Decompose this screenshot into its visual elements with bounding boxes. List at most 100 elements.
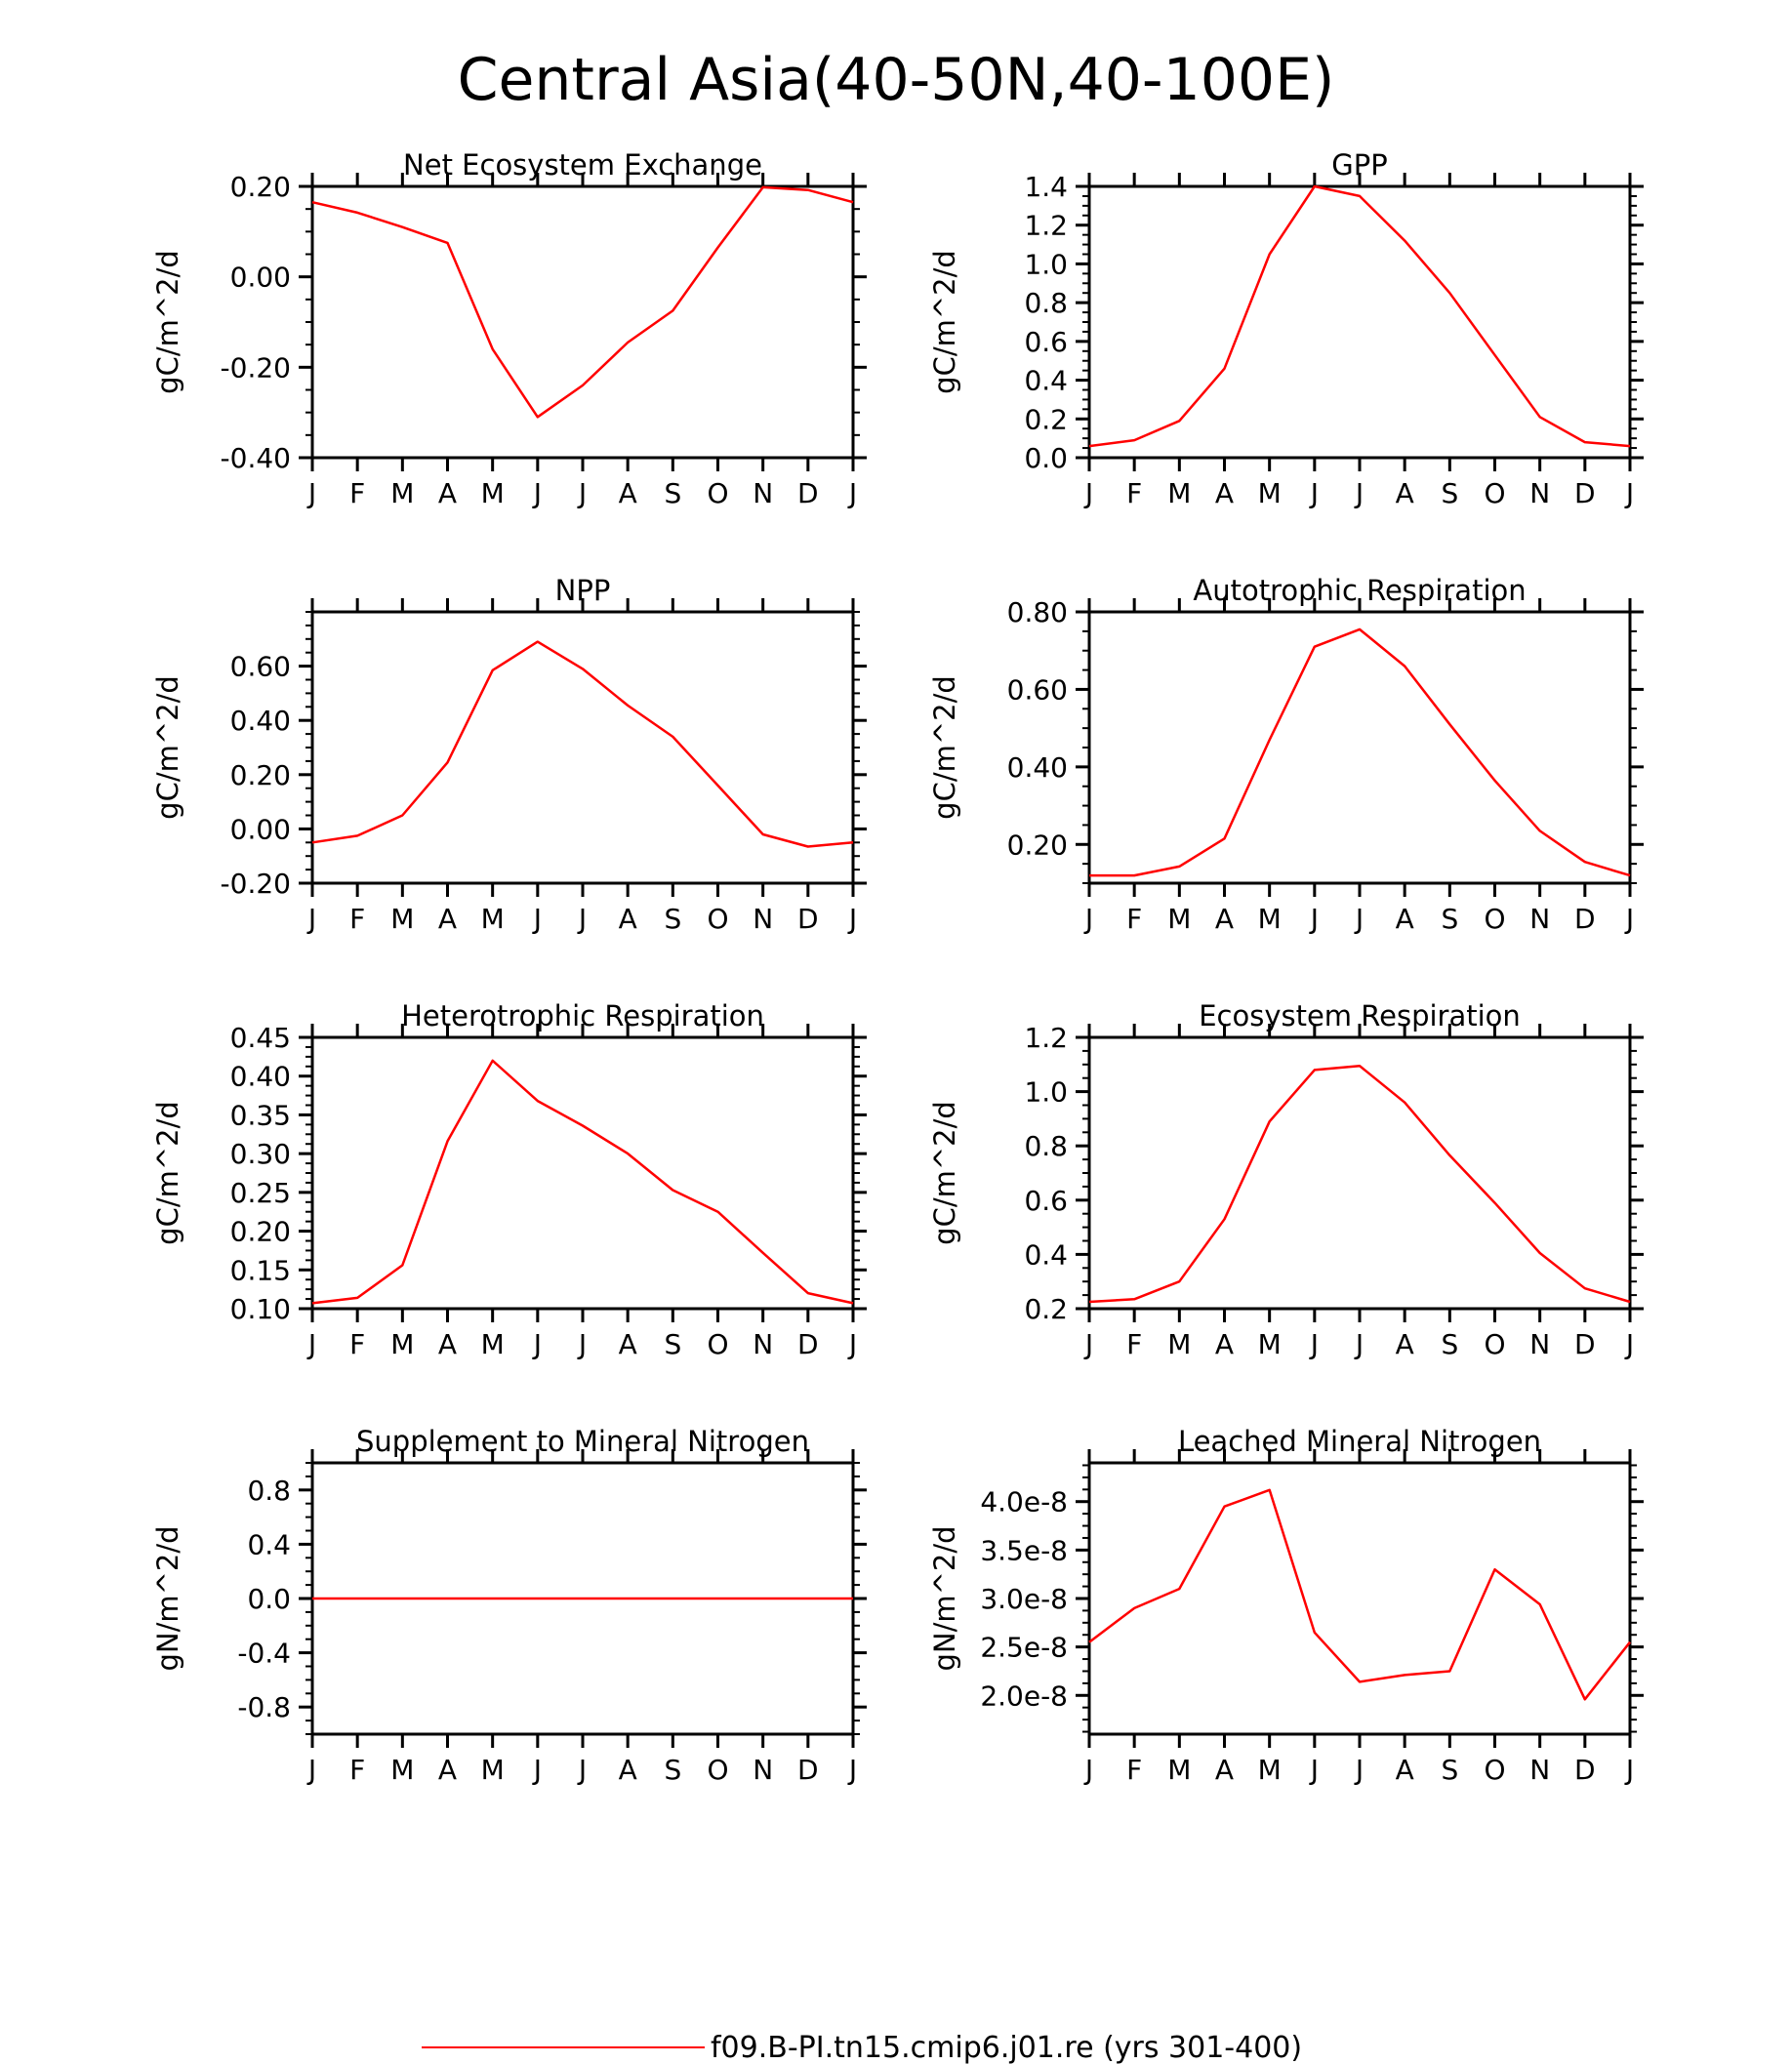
x-tick-label: F (1126, 903, 1142, 935)
x-tick-label: J (847, 1754, 857, 1786)
x-tick-label: D (1574, 1328, 1596, 1360)
y-tick-label: 0.25 (230, 1177, 291, 1209)
y-tick-label: 0.10 (230, 1293, 291, 1325)
plot-frame (1087, 610, 1632, 885)
x-tick-label: M (390, 903, 414, 935)
y-tick-label: 0.00 (230, 262, 291, 294)
y-tick-label: 0.80 (1007, 596, 1068, 628)
x-tick-label: J (306, 903, 316, 935)
x-tick-label: J (532, 477, 542, 509)
plot-frame (310, 1035, 855, 1311)
y-tick-label: 0.8 (247, 1475, 291, 1507)
x-tick-label: S (664, 903, 681, 935)
series-line (311, 185, 854, 419)
x-tick-label: A (1215, 1754, 1234, 1786)
x-tick-label: A (1215, 1328, 1234, 1360)
x-tick-label: A (1215, 903, 1234, 935)
legend-label: f09.B-PI.tn15.cmip6.j01.re (yrs 301-400) (711, 2031, 1302, 2064)
y-tick-label: 0.8 (1024, 287, 1068, 319)
plot-frame (1087, 1461, 1632, 1736)
x-tick-label: J (532, 1328, 542, 1360)
x-tick-label: A (438, 477, 457, 509)
x-tick-label: A (1396, 1328, 1414, 1360)
y-tick-label: 0.2 (1024, 1293, 1068, 1325)
x-tick-label: M (1258, 1754, 1282, 1786)
y-tick-label: 3.0e-8 (980, 1583, 1068, 1615)
x-tick-label: M (481, 1328, 505, 1360)
series-line (311, 1059, 854, 1305)
x-tick-label: N (753, 1328, 773, 1360)
x-tick-label: F (1126, 477, 1142, 509)
y-tick-label: 0.45 (230, 1022, 291, 1054)
x-tick-label: S (1441, 477, 1458, 509)
figure-title: Central Asia(40-50N,40-100E) (458, 46, 1335, 114)
legend: f09.B-PI.tn15.cmip6.j01.re (yrs 301-400) (422, 2031, 1302, 2064)
x-tick-label: N (1529, 477, 1550, 509)
plot-frame (310, 184, 855, 460)
y-axis-label: gC/m^2/d (928, 1101, 961, 1245)
x-tick-label: M (1167, 1328, 1191, 1360)
x-tick-label: J (847, 477, 857, 509)
x-tick-label: J (1354, 903, 1364, 935)
y-tick-label: 0.40 (230, 1061, 291, 1093)
x-tick-label: A (1396, 1754, 1414, 1786)
y-tick-label: 3.5e-8 (980, 1534, 1068, 1566)
x-tick-label: O (707, 903, 728, 935)
x-tick-label: O (707, 1328, 728, 1360)
y-tick-label: 0.60 (230, 651, 291, 683)
y-axis-label: gC/m^2/d (151, 1101, 184, 1245)
x-tick-label: S (664, 477, 681, 509)
x-tick-label: S (664, 1754, 681, 1786)
x-tick-label: M (1167, 477, 1191, 509)
y-axis-label: gC/m^2/d (151, 675, 184, 820)
x-tick-label: J (577, 1328, 587, 1360)
x-tick-label: A (619, 1754, 637, 1786)
x-tick-label: M (1167, 903, 1191, 935)
x-tick-label: O (707, 477, 728, 509)
y-axis-label: gC/m^2/d (928, 250, 961, 394)
x-tick-label: N (1529, 1328, 1550, 1360)
y-tick-label: -0.8 (237, 1691, 291, 1723)
x-tick-label: J (1624, 903, 1634, 935)
x-tick-label: N (753, 1754, 773, 1786)
y-tick-label: 0.40 (230, 705, 291, 737)
x-tick-label: S (1441, 1328, 1458, 1360)
y-tick-label: 4.0e-8 (980, 1486, 1068, 1518)
x-tick-label: O (707, 1754, 728, 1786)
x-tick-label: J (1083, 903, 1093, 935)
x-tick-label: M (481, 1754, 505, 1786)
x-tick-label: M (390, 1754, 414, 1786)
x-tick-label: D (1574, 1754, 1596, 1786)
y-tick-label: 0.4 (1024, 365, 1068, 397)
y-tick-label: 0.0 (247, 1583, 291, 1615)
x-tick-label: O (1484, 1754, 1505, 1786)
x-tick-label: A (1396, 477, 1414, 509)
y-tick-label: 0.6 (1024, 326, 1068, 358)
x-tick-label: J (1309, 903, 1319, 935)
y-tick-label: 2.0e-8 (980, 1680, 1068, 1712)
x-tick-label: D (797, 477, 819, 509)
x-tick-label: J (577, 903, 587, 935)
series-line (311, 640, 854, 848)
x-tick-label: S (664, 1328, 681, 1360)
x-tick-label: J (1624, 1328, 1634, 1360)
x-tick-label: D (797, 903, 819, 935)
x-tick-label: J (1083, 1328, 1093, 1360)
x-tick-label: M (390, 477, 414, 509)
y-tick-label: 0.4 (247, 1528, 291, 1560)
x-tick-label: J (577, 477, 587, 509)
x-tick-label: S (1441, 903, 1458, 935)
x-tick-label: J (1354, 477, 1364, 509)
x-tick-label: J (1083, 477, 1093, 509)
x-tick-label: F (349, 477, 365, 509)
y-tick-label: 2.5e-8 (980, 1632, 1068, 1664)
x-tick-label: F (349, 1328, 365, 1360)
x-tick-label: N (1529, 1754, 1550, 1786)
x-tick-label: F (349, 903, 365, 935)
x-tick-label: J (847, 1328, 857, 1360)
